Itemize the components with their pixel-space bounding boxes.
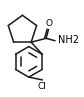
Text: NH2: NH2	[58, 35, 79, 45]
Text: O: O	[45, 19, 52, 28]
Text: Cl: Cl	[38, 82, 47, 91]
